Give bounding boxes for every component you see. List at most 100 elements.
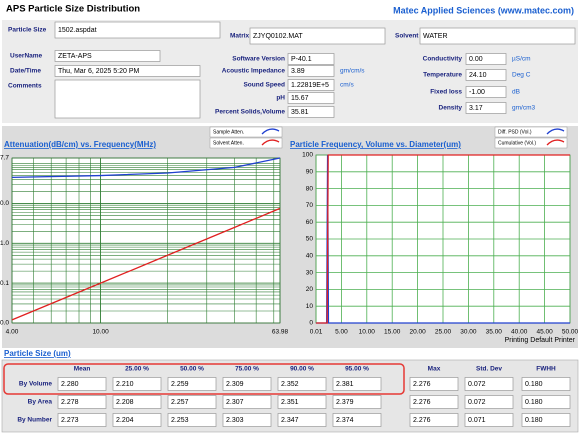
column-header: 90.00 % [290,366,314,373]
cell-box [332,413,382,427]
x-tick-label: 15.00 [384,329,401,336]
cell-box [409,377,459,391]
input-box [54,79,201,119]
company: Matec Applied Sciences (www.matec.com) [393,5,574,15]
cell-value: 2.374 [336,417,354,424]
input-box [465,53,507,65]
field-unit: dB [512,89,520,96]
y-tick-label: 40 [306,253,314,260]
input-box [54,65,201,77]
y-tick-label: 70 [306,202,314,209]
x-tick-label: 30.00 [460,329,477,336]
cell-value: 2.280 [61,381,79,388]
field-label: Sound Speed [243,82,285,89]
column-header: Std. Dev [476,366,502,373]
cell-box [167,377,217,391]
cell-value: 2.208 [116,399,134,406]
cell-value: 2.276 [413,381,431,388]
field-value: 24.10 [469,72,487,79]
field-value: 15.67 [291,95,309,102]
cell-box [277,413,327,427]
field-value: ZETA-APS [58,53,92,60]
cell-value: 0.072 [468,381,486,388]
x-tick-label: 5.00 [335,329,348,336]
column-header: Max [428,366,441,373]
field-value: 3.17 [469,105,483,112]
field-unit: gm/cm/s [340,68,365,75]
cell-value: 2.307 [226,399,244,406]
app-title: APS Particle Size Distribution [6,4,140,15]
x-tick-label: 50.00 [562,329,579,336]
column-header: FWHH [536,366,556,373]
legend-label: Diff. PSD (Vol.) [498,129,532,135]
cell-value: 0.071 [468,417,486,424]
input-box [287,92,335,104]
row-label: By Area [28,399,53,406]
legend-label: Cumulative (Vol.) [498,140,536,146]
x-tick-label: 40.00 [511,329,528,336]
cell-value: 0.180 [525,417,543,424]
field-label: Percent Solids,Volume [215,109,285,116]
y-tick-label: 0.0 [0,320,9,327]
chart-title: Particle Frequency, Volume vs. Diameter(… [290,140,461,149]
field-label: Solvent [395,33,419,40]
y-tick-label: 1.0 [0,240,9,247]
input-box [249,27,386,45]
cell-box [167,413,217,427]
row-label: By Volume [19,381,52,388]
cell-value: 0.180 [525,381,543,388]
data-line [316,154,570,324]
cell-box [409,413,459,427]
x-tick-label: 10.00 [92,329,109,336]
input-box [465,69,507,81]
column-header: Mean [74,366,91,373]
field-label: Acoustic Impedance [222,68,286,75]
printer-label: Printing Default Printer [505,337,576,344]
field-label: pH [276,95,285,102]
field-value: 3.89 [291,68,305,75]
legend-box [494,137,568,149]
cell-value: 2.351 [281,399,299,406]
y-tick-label: 10.0 [0,200,9,207]
x-tick-label: 20.00 [409,329,426,336]
input-box [465,102,507,114]
legend-swatch [261,139,280,146]
cell-box [57,377,107,391]
y-tick-label: 20 [306,286,314,293]
cell-value: 0.180 [525,399,543,406]
legend-label: Solvent Atten. [213,140,244,146]
field-unit: cm/s [340,82,354,89]
field-value: 1502.aspdat [58,27,97,34]
cell-value: 0.072 [468,399,486,406]
legend-swatch [546,128,565,135]
field-value: 0.00 [469,56,483,63]
input-box [419,27,576,45]
highlight [3,363,405,395]
x-tick-label: 35.00 [486,329,503,336]
input-box [287,106,335,118]
cell-value: 2.253 [171,417,189,424]
input-box [287,65,335,77]
legend-box [494,126,568,138]
cell-value: 2.273 [61,417,79,424]
field-unit: gm/cm3 [512,105,536,112]
cell-box [277,377,327,391]
cell-value: 2.352 [281,381,299,388]
y-tick-label: 0.1 [0,280,9,287]
x-tick-label: 45.00 [536,329,553,336]
cell-box [332,395,382,409]
field-unit: Deg C [512,72,531,79]
cell-box [112,395,162,409]
field-label: Comments [8,83,42,90]
field-value: ZJYQ0102.MAT [253,33,303,40]
y-tick-label: 0 [309,320,313,327]
y-tick-label: 10 [306,303,314,310]
field-label: UserName [10,53,43,60]
cell-value: 2.309 [226,381,244,388]
cell-box [409,395,459,409]
cell-box [222,377,272,391]
legend-box [209,126,283,138]
cell-box [57,413,107,427]
column-header: 95.00 % [345,366,369,373]
